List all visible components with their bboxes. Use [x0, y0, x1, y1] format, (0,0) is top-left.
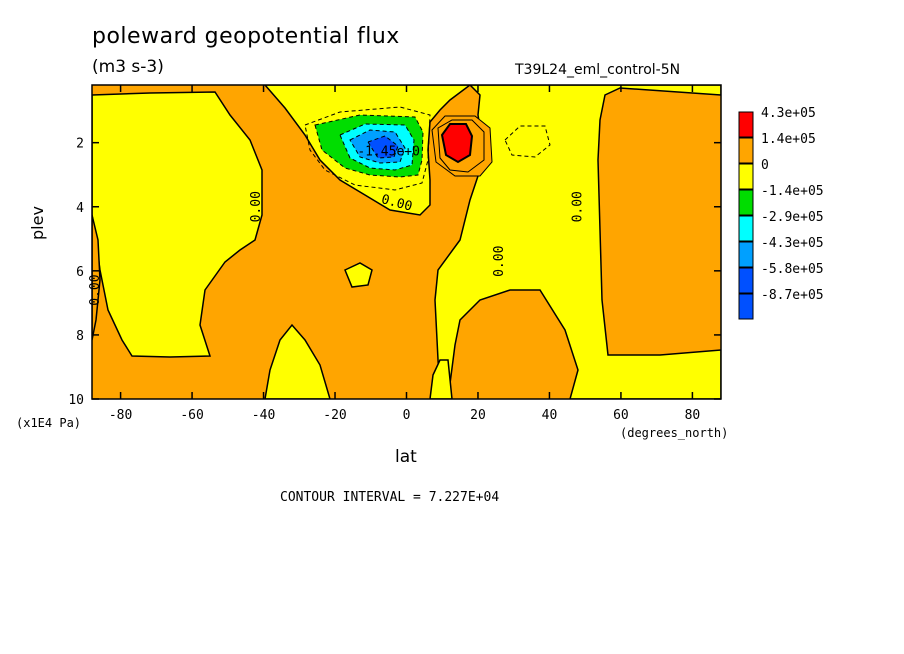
run-label: T39L24_eml_control-5N	[515, 62, 681, 78]
legend-swatch	[738, 189, 754, 216]
x-tick-label: -40	[252, 408, 275, 423]
legend-label: 1.4e+05	[761, 132, 816, 147]
contour-dashed-east	[504, 125, 551, 158]
legend-label: -1.4e+05	[761, 184, 824, 199]
contour-label: 0.00	[88, 274, 103, 305]
legend-label: 4.3e+05	[761, 106, 816, 121]
colorbar-legend: 4.3e+05 1.4e+05 0 -1.4e+05 -2.9e+05 -4.3e+05 -…	[738, 106, 824, 320]
region-yellow-east	[434, 85, 721, 399]
contour-fields	[92, 85, 721, 399]
region-orange-edge-west	[92, 214, 101, 341]
legend-swatch	[738, 137, 754, 164]
contour-east-outer	[437, 119, 485, 173]
legend-swatch	[738, 267, 754, 294]
chart-title: poleward geopotential flux	[92, 24, 400, 49]
legend-label: 0	[761, 158, 769, 173]
x-tick-label: -60	[180, 408, 203, 423]
legend-label: -8.7e+05	[761, 288, 824, 303]
region-yellow-south	[264, 323, 331, 399]
legend-swatch	[738, 293, 754, 320]
x-axis-units: (degrees_north)	[620, 426, 729, 440]
contour-label: 0.00	[571, 191, 586, 222]
legend-label: -2.9e+05	[761, 210, 824, 225]
contour-label: 0.00	[492, 246, 507, 277]
contour-label: 0.00	[249, 191, 264, 222]
legend-swatch	[738, 111, 754, 138]
x-tick-label: -20	[323, 408, 346, 423]
x-axis-ticks: -80 -60 -40 -20 0 20 40 60 80	[109, 85, 700, 423]
chart-units: (m3 s-3)	[92, 57, 164, 77]
y-tick-label: 10	[68, 393, 84, 408]
contour-dashed-outer	[304, 106, 431, 191]
x-tick-label: -80	[109, 408, 132, 423]
legend-swatch	[738, 241, 754, 268]
region-red	[440, 123, 474, 164]
x-axis-label: lat	[395, 447, 417, 467]
y-tick-label: 4	[76, 201, 84, 216]
x-tick-label: 0	[403, 408, 411, 423]
contour-label: -1.45e+0	[357, 144, 420, 159]
legend-swatch	[738, 215, 754, 242]
y-axis-units: (x1E4 Pa)	[16, 416, 82, 430]
legend-swatch	[738, 163, 754, 190]
region-yellow-south2	[429, 359, 453, 399]
x-tick-label: 60	[613, 408, 629, 423]
x-tick-label: 20	[470, 408, 486, 423]
region-yellow-west	[92, 91, 263, 358]
y-tick-label: 2	[76, 137, 84, 152]
y-axis-ticks: 2 4 6 8 10	[68, 137, 721, 408]
contour-interval-note: CONTOUR INTERVAL = 7.227E+04	[280, 490, 500, 505]
x-tick-label: 80	[685, 408, 701, 423]
y-tick-label: 8	[76, 329, 84, 344]
x-tick-label: 40	[542, 408, 558, 423]
region-yellow-island	[344, 262, 373, 288]
y-tick-label: 6	[76, 265, 84, 280]
region-blue2	[367, 135, 399, 159]
legend-label: -5.8e+05	[761, 262, 824, 277]
legend-label: -4.3e+05	[761, 236, 824, 251]
